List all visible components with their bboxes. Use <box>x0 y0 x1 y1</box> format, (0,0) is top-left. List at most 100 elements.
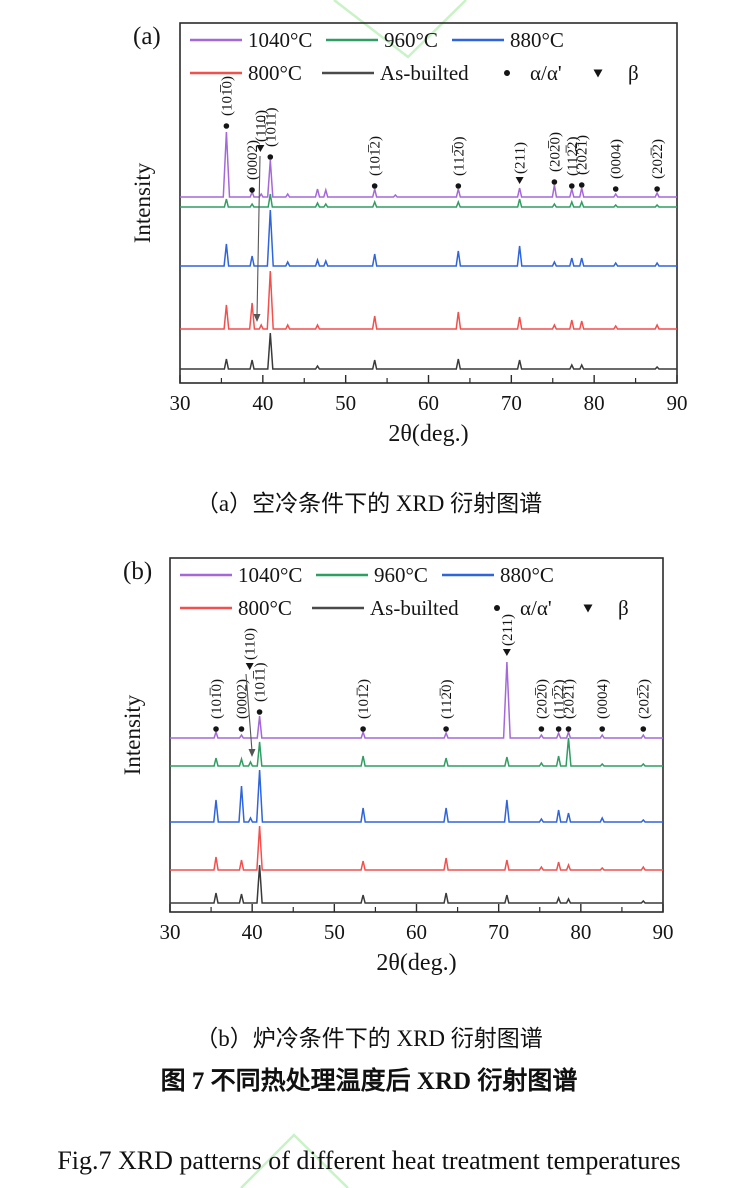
alpha-peak-marker <box>654 186 660 192</box>
xrd-curve-800°C <box>180 270 677 330</box>
panel-label-a: (a) <box>133 23 161 50</box>
x-tick-label: 50 <box>324 920 345 944</box>
peak-label: (202̅1) <box>562 679 578 719</box>
alpha-peak-marker <box>599 726 605 732</box>
x-tick-label: 60 <box>418 391 439 415</box>
x-tick-label: 80 <box>570 920 591 944</box>
x-tick-label: 90 <box>667 391 688 415</box>
peak-label: (110) <box>243 628 259 660</box>
peak-label: (112̅0) <box>451 137 467 176</box>
alpha-peak-marker <box>256 709 263 715</box>
x-tick-label: 40 <box>242 920 263 944</box>
annotation-arrowhead <box>248 749 256 757</box>
x-axis-title: 2θ(deg.) <box>376 950 456 976</box>
alpha-peak-marker <box>249 187 255 193</box>
xrd-chart-panel-a: (a) 30 40 50 60 70 80 90 2θ(deg.) Intensity (101̅0… <box>130 22 688 447</box>
watermark-line <box>333 0 467 59</box>
alpha-peak-marker <box>555 726 562 732</box>
peak-label: (101̅2) <box>356 679 372 719</box>
peak-label: (101̅1) <box>253 663 269 702</box>
peak-label: (101̅0) <box>219 76 235 116</box>
x-tick-label: 70 <box>488 920 509 944</box>
legend-label: 960°C <box>384 28 438 52</box>
legend-beta-marker <box>593 69 603 78</box>
xrd-curve-880°C <box>170 769 663 823</box>
figure-caption-english: Fig.7 XRD patterns of different heat tre… <box>57 1146 681 1175</box>
xrd-curve-800°C <box>170 825 663 871</box>
peak-label: (101̅1) <box>263 108 279 147</box>
xrd-curve-1040°C <box>170 661 663 739</box>
legend-alpha-marker <box>504 70 510 76</box>
peak-label: (0002) <box>245 140 261 180</box>
alpha-peak-marker <box>267 154 274 160</box>
legend-label: 800°C <box>248 61 302 85</box>
alpha-peak-marker <box>578 182 585 188</box>
legend-alpha-label: α/α' <box>520 596 552 620</box>
alpha-peak-marker <box>223 123 230 129</box>
xrd-curve-As-builted <box>180 332 677 370</box>
peak-label: (110) <box>253 110 269 142</box>
subcaption-b: （b）炉冷条件下的 XRD 衍射图谱 <box>195 1026 543 1051</box>
peak-label: (211) <box>513 142 529 174</box>
peak-label: (202̅2) <box>636 679 652 719</box>
peak-label: (0004) <box>609 139 625 179</box>
x-tick-label: 30 <box>160 920 181 944</box>
alpha-peak-marker <box>360 726 366 732</box>
y-axis-title: Intensity <box>120 694 145 775</box>
annotation-arrowhead <box>253 314 261 322</box>
legend: 1040°C 960°C 880°C 800°C As-builted α/α' β <box>190 28 639 85</box>
legend-label: 880°C <box>500 563 554 587</box>
alpha-peak-marker <box>238 726 245 732</box>
alpha-peak-marker <box>612 186 619 192</box>
peak-label: (202̅0) <box>547 132 563 172</box>
legend-label: As-builted <box>380 61 469 85</box>
xrd-curve-1040°C <box>180 131 677 198</box>
xrd-chart-panel-b: (b) 30 40 50 60 70 80 90 2θ(deg.) Intensity (101̅0… <box>120 557 674 976</box>
legend-label: 960°C <box>374 563 428 587</box>
x-tick-label: 60 <box>406 920 427 944</box>
alpha-peak-marker <box>371 183 378 189</box>
legend-beta-label: β <box>618 596 629 620</box>
legend-beta-label: β <box>628 61 639 85</box>
peak-label: (112̅0) <box>439 680 455 719</box>
peak-label: (112̅2) <box>565 137 581 176</box>
alpha-peak-marker <box>640 726 647 732</box>
peak-label: (112̅2) <box>552 680 568 719</box>
legend-label: As-builted <box>370 596 459 620</box>
subcaption-a: （a）空冷条件下的 XRD 衍射图谱 <box>195 491 543 516</box>
xrd-curve-960°C <box>170 737 663 767</box>
peak-label: (211) <box>500 614 516 646</box>
peak-label: (202̅2) <box>650 139 666 179</box>
legend-alpha-label: α/α' <box>530 61 562 85</box>
alpha-peak-marker <box>538 726 545 732</box>
peak-label: (202̅0) <box>534 679 550 719</box>
annotation-arrow-line <box>256 155 261 317</box>
alpha-peak-marker <box>213 726 219 732</box>
peak-label: (101̅0) <box>209 679 225 719</box>
alpha-peak-marker <box>443 726 449 732</box>
alpha-peak-marker <box>565 726 572 732</box>
x-tick-label: 40 <box>252 391 273 415</box>
alpha-peak-marker <box>569 183 575 189</box>
alpha-peak-marker <box>551 179 558 185</box>
x-tick-label: 50 <box>335 391 356 415</box>
y-axis-title: Intensity <box>130 162 155 243</box>
legend-label: 880°C <box>510 28 564 52</box>
beta-peak-marker <box>245 663 254 670</box>
peak-label: (202̅1) <box>575 135 591 175</box>
beta-peak-marker <box>515 177 524 184</box>
alpha-peak-marker <box>455 183 462 189</box>
watermark-line <box>240 1133 349 1188</box>
x-tick-label: 80 <box>584 391 605 415</box>
legend-label: 1040°C <box>248 28 312 52</box>
x-tick-label: 30 <box>170 391 191 415</box>
figure-caption-chinese: 图 7 不同热处理温度后 XRD 衍射图谱 <box>160 1068 578 1095</box>
legend-beta-marker <box>583 604 593 613</box>
legend-alpha-marker <box>494 605 500 611</box>
legend-label: 1040°C <box>238 563 302 587</box>
legend: 1040°C 960°C 880°C 800°C As-builted α/α' β <box>180 563 629 620</box>
peak-label: (0002) <box>234 679 250 719</box>
beta-peak-marker <box>256 145 265 152</box>
